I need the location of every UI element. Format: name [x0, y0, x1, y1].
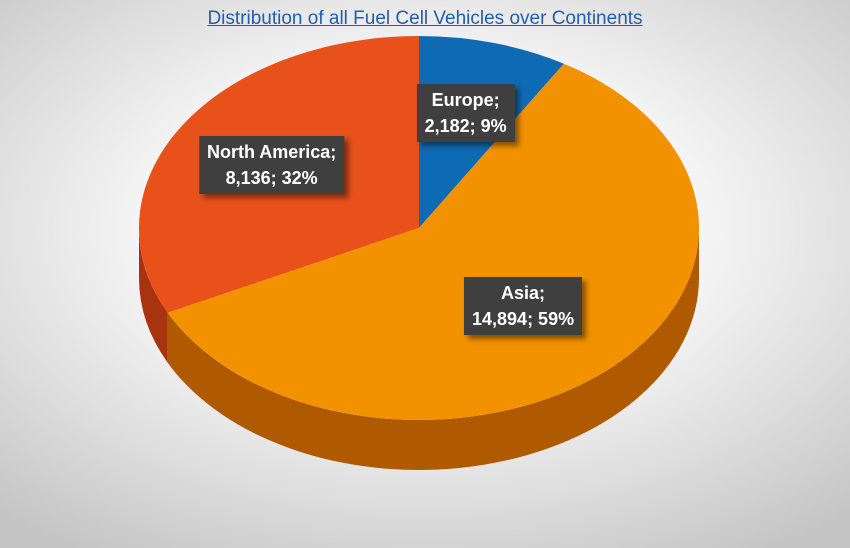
slice-label-europe-name: Europe; — [431, 90, 500, 111]
chart-title: Distribution of all Fuel Cell Vehicles o… — [207, 8, 643, 29]
slice-label-asia-name: Asia; — [501, 282, 546, 303]
pie-side-asia — [167, 228, 700, 470]
slice-label-europe: Europe; 2,182; 9% — [416, 84, 515, 143]
slice-label-asia-value: 14,894; 59% — [472, 308, 575, 329]
slice-label-asia: Asia; 14,894; 59% — [464, 276, 583, 335]
slice-label-north-america-name: North America; — [206, 142, 337, 163]
slice-label-north-america: North America; 8,136; 32% — [198, 136, 345, 195]
slice-label-north-america-value: 8,136; 32% — [225, 168, 318, 189]
slice-label-europe-value: 2,182; 9% — [424, 116, 507, 137]
pie-sides — [139, 228, 700, 470]
pie-side-north-america — [139, 228, 168, 363]
